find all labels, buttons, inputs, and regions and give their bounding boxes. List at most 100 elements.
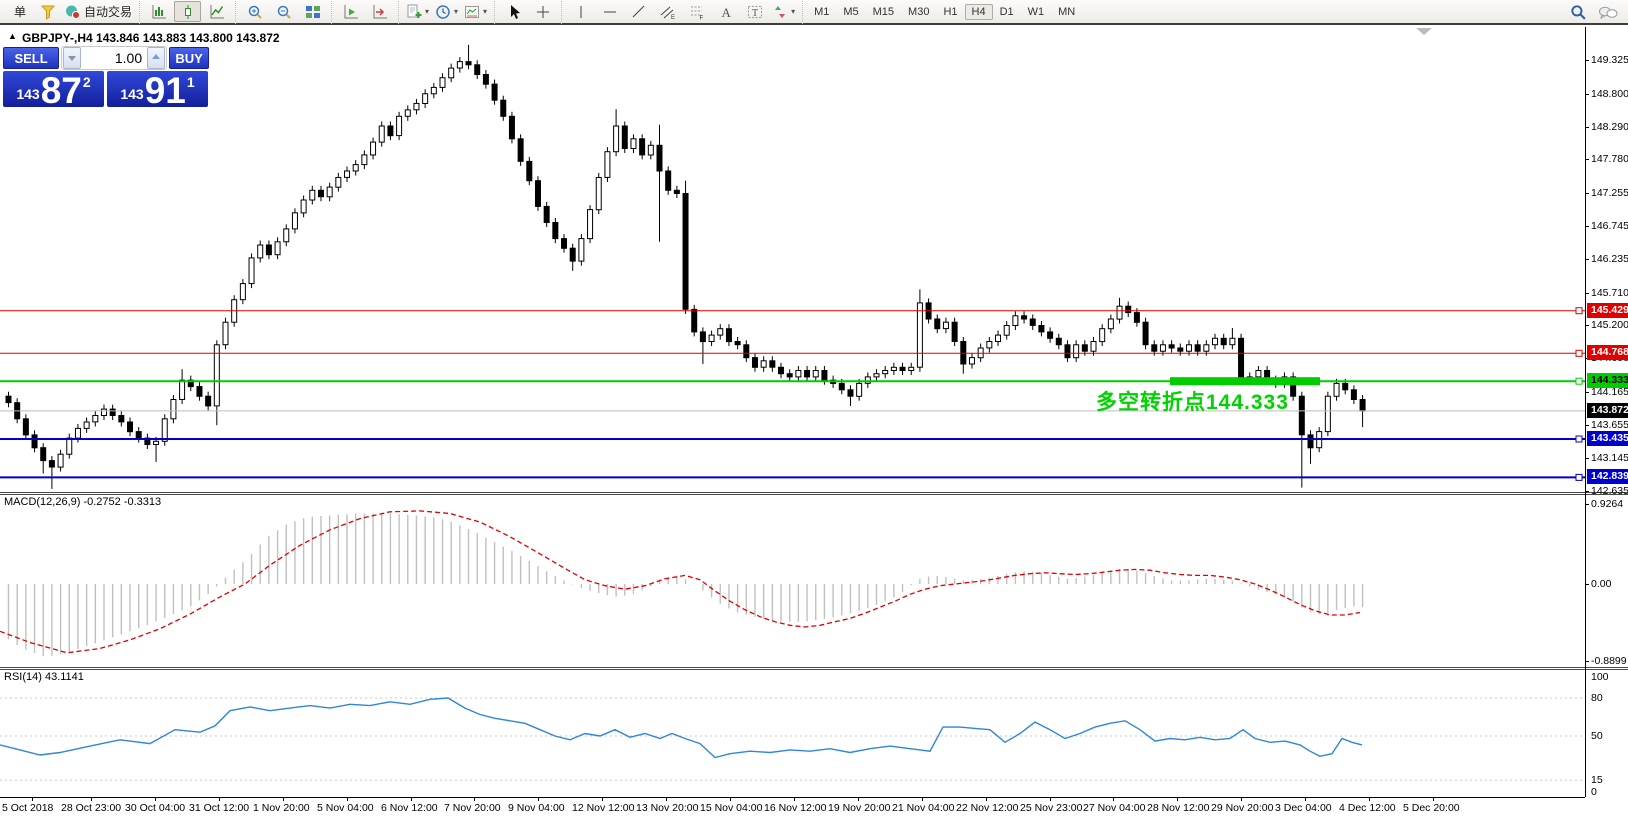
pane-separator-macd[interactable] [0,492,1628,495]
indicators-button[interactable] [404,1,431,22]
macd-axis-label-0.9264: 0.9264 [1591,498,1624,510]
price-tick-143.145 [1585,458,1589,459]
vertical-line-icon [573,4,589,20]
horizontal-line-button[interactable] [596,1,623,22]
hline-handle-144.333[interactable] [1575,377,1583,385]
hline-handle-142.839[interactable] [1575,473,1583,481]
timeframe-button-M5[interactable]: M5 [843,5,859,18]
timeframe-button-M1[interactable]: M1 [814,5,830,18]
toolbar-group-draw: E F A T [561,0,802,24]
timeframe-button-M15[interactable]: M15 [872,5,895,18]
time-label: 16 Nov 12:00 [764,802,827,814]
svg-text:T: T [752,8,758,19]
candlestick-chart-button[interactable] [174,1,202,22]
sell-button[interactable]: SELL [3,47,60,69]
crosshair-button[interactable] [529,1,556,22]
search-icon [1570,4,1587,21]
text-label-button[interactable]: T [741,1,768,22]
chart-canvas[interactable] [0,27,1585,797]
price-tick-label-149.325: 149.325 [1591,54,1628,66]
macd-label: MACD(12,26,9) -0.2752 -0.3313 [4,496,162,508]
hline-handle-145.429[interactable] [1575,307,1583,315]
price-tick-149.325 [1585,60,1589,61]
text-button[interactable]: A [712,1,739,22]
auto-scroll-icon [343,4,359,20]
price-badge-145.429: 145.429 [1587,303,1628,318]
order-funnel-button[interactable] [34,1,61,22]
vertical-line-button[interactable] [567,1,594,22]
tile-windows-button[interactable] [299,1,326,22]
hline-handle-143.435[interactable] [1575,435,1583,443]
zoom-in-button[interactable] [241,1,268,22]
price-tick-label-148.800: 148.800 [1591,88,1628,100]
new-order-button[interactable]: 单 [5,1,32,22]
time-tick [794,797,795,801]
hline-handle-144.768[interactable] [1575,349,1583,357]
time-label: 5 Dec 20:00 [1403,802,1460,814]
volume-field[interactable]: 1.00 [114,50,143,66]
time-label: 6 Nov 12:00 [381,802,438,814]
templates-button[interactable] [462,1,489,22]
fibonacci-button[interactable]: F [683,1,710,22]
time-tick [858,797,859,801]
arrows-button[interactable] [770,1,797,22]
price-tick-147.780 [1585,159,1589,160]
volume-increase-button[interactable] [147,47,166,69]
pivot-annotation-text[interactable]: 多空转折点144.333 [1096,391,1289,414]
text-label-icon: T [747,4,763,20]
trade-panel-collapse-icon[interactable]: ▲ [8,31,17,41]
timeframe-button-W1[interactable]: W1 [1027,5,1045,18]
price-tick-148.800 [1585,94,1589,95]
timeframe-button-D1[interactable]: D1 [999,5,1014,18]
periods-button[interactable] [433,1,460,22]
time-tick [730,797,731,801]
macd-tick-0.00 [1585,584,1589,585]
price-tick-144.165 [1585,392,1589,393]
chat-button[interactable] [1594,2,1621,23]
price-tick-143.655 [1585,425,1589,426]
templates-icon [464,4,480,20]
time-label: 27 Nov 04:00 [1083,802,1146,814]
time-tick [922,797,923,801]
pivot-trend-segment[interactable] [1170,377,1320,386]
volume-decrease-button[interactable] [63,47,82,69]
toolbar-group-orders: 单 自动交易 [0,0,139,24]
price-tick-142.635 [1585,491,1589,492]
auto-scroll-button[interactable] [337,1,364,22]
time-tick [1305,797,1306,801]
buy-button[interactable]: BUY [169,47,209,69]
cursor-button[interactable] [500,1,527,22]
trendline-button[interactable] [625,1,652,22]
timeframe-button-MN[interactable]: MN [1058,5,1076,18]
order-funnel-icon [40,4,56,20]
toolbar-group-insert [398,0,494,24]
search-button[interactable] [1565,2,1592,23]
time-tick [1177,797,1178,801]
price-badge-144.768: 144.768 [1587,345,1628,360]
chart-shift-button[interactable] [366,1,393,22]
rsi-label: RSI(14) 43.1141 [4,671,84,683]
chart-shift-marker-icon[interactable] [1416,28,1432,35]
cursor-icon [506,4,522,20]
timeframe-button-H4[interactable]: H4 [964,3,993,20]
zoom-out-button[interactable] [270,1,297,22]
toolbar: 单 自动交易 [0,0,1628,25]
pane-separator-rsi[interactable] [0,667,1628,670]
symbol-ohlc-header: GBPJPY-,H4 143.846 143.883 143.800 143.8… [22,31,280,45]
price-tick-148.290 [1585,127,1589,128]
timeframe-button-H1[interactable]: H1 [943,5,958,18]
line-chart-button[interactable] [203,1,230,22]
time-tick [602,797,603,801]
price-tick-146.235 [1585,259,1589,260]
candlestick-series [5,44,1366,489]
sell-price-display[interactable]: 143 87 2 [3,71,104,109]
bar-chart-button[interactable] [145,1,172,22]
time-tick [1241,797,1242,801]
price-tick-label-146.235: 146.235 [1591,253,1628,265]
buy-price-display[interactable]: 143 91 1 [107,71,208,109]
price-tick-label-146.745: 146.745 [1591,220,1628,232]
timeframe-button-M30[interactable]: M30 [908,5,930,18]
equidistant-channel-button[interactable]: E [654,1,681,22]
toolbar-group-pointer [494,0,561,24]
auto-trading-button[interactable]: 自动交易 [63,1,134,22]
